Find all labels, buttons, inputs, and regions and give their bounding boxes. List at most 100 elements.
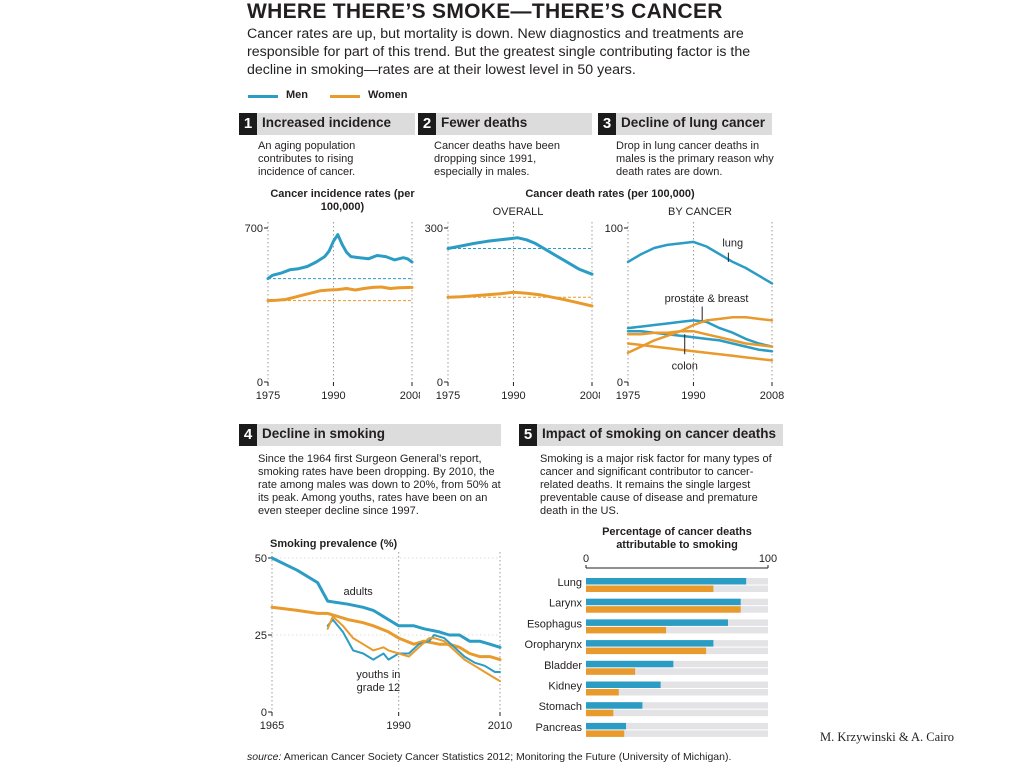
bar-track	[586, 702, 768, 709]
incidence-chart: 1975 1990 2008 0 700	[245, 222, 420, 402]
bar-track	[586, 660, 768, 668]
legend-men-label: Men	[286, 89, 308, 101]
section-1-desc: An aging population contributes to risin…	[258, 140, 356, 178]
bar-women-pancreas	[586, 730, 625, 737]
category-label: Larynx	[549, 598, 583, 610]
bar-women-larynx	[586, 606, 741, 613]
source-note: source: American Cancer Society Cancer S…	[247, 751, 731, 763]
y-tick-label: 0	[257, 377, 263, 389]
smoking-chart-title: Smoking prevalence (%)	[270, 538, 398, 550]
section-5-desc: Smoking is a major risk factor for many …	[540, 453, 772, 517]
section-3-header: 3 Decline of lung cancer	[598, 113, 772, 135]
death-overall-chart: 1975 1990 2008 0 300	[425, 222, 600, 402]
bar-men-larynx	[586, 598, 741, 606]
death-chart-title: Cancer death rates (per 100,000)	[525, 188, 695, 200]
bar-women-oropharynx	[586, 647, 707, 655]
category-label: Stomach	[539, 701, 582, 713]
x-tick-label: 1990	[321, 390, 345, 402]
x-tick-label: 1990	[501, 390, 525, 402]
section-3-number: 3	[598, 113, 616, 135]
y-tick-label: 50	[255, 553, 267, 565]
bar-women-esophagus	[586, 626, 667, 634]
annotation-lung: lung	[722, 237, 743, 249]
bar-women-bladder	[586, 668, 636, 675]
series-line-women	[446, 290, 594, 308]
bar-men-lung	[586, 578, 747, 585]
x-tick-label: 1975	[436, 390, 460, 402]
category-label: Kidney	[548, 681, 582, 693]
source-label: source:	[247, 751, 282, 763]
y-tick-label: 0	[261, 707, 267, 719]
section-1-title: Increased incidence	[262, 115, 392, 130]
section-2-desc: Cancer deaths have been dropping since 1…	[434, 140, 560, 178]
bar-track	[586, 709, 768, 717]
section-5-title: Impact of smoking on cancer deaths	[542, 426, 777, 441]
bar-men-kidney	[586, 681, 661, 688]
x-tick-label: 1975	[256, 390, 280, 402]
x-tick-label: 2010	[488, 720, 512, 732]
series-line-women-adults	[270, 605, 502, 662]
section-3-title: Decline of lung cancer	[621, 115, 766, 130]
category-label: Esophagus	[527, 618, 583, 630]
death-by-cancer-chart: 1975 1990 2008 0 100 lung prostate & breast col…	[605, 222, 784, 402]
annotation-colon: colon	[672, 361, 698, 373]
x-tick-label: 100	[759, 553, 777, 565]
section-4-title: Decline in smoking	[262, 426, 386, 441]
section-2-header: 2 Fewer deaths	[418, 113, 592, 135]
x-tick-label: 2008	[580, 390, 600, 402]
series-line-women-breast	[626, 329, 774, 348]
bar-track	[586, 730, 768, 737]
source-text: American Cancer Society Cancer Statistic…	[281, 751, 732, 763]
section-2-number: 2	[418, 113, 436, 135]
x-tick-label: 0	[583, 553, 589, 565]
legend-women-label: Women	[368, 89, 408, 101]
overall-subtitle: OVERALL	[492, 206, 544, 218]
y-tick-label: 300	[425, 223, 443, 235]
y-tick-label: 0	[437, 377, 443, 389]
series-line-men-prostate	[626, 319, 774, 348]
annotation-prostate-breast: prostate & breast	[665, 293, 749, 305]
section-5-number: 5	[519, 424, 537, 446]
by-cancer-subtitle: BY CANCER	[668, 206, 732, 218]
series-line-women-grade-12	[326, 615, 501, 683]
section-5-header: 5 Impact of smoking on cancer deaths	[519, 424, 783, 446]
bar-men-stomach	[586, 702, 643, 709]
series-line-men-adults	[270, 556, 502, 649]
x-tick-label: 1990	[386, 720, 410, 732]
x-tick-label: 2008	[400, 390, 420, 402]
y-tick-label: 25	[255, 630, 267, 642]
author-credit: M. Krzywinski & A. Cairo	[820, 730, 955, 744]
attrib-chart-title: Percentage of cancer deaths attributable…	[602, 526, 752, 551]
annotation-youths: youths in grade 12	[356, 669, 400, 694]
bar-track	[586, 681, 768, 688]
bar-track	[586, 668, 768, 675]
bar-women-lung	[586, 585, 714, 592]
bar-track	[586, 626, 768, 634]
y-tick-label: 100	[605, 223, 623, 235]
bar-men-esophagus	[586, 619, 728, 626]
bar-women-kidney	[586, 689, 619, 696]
category-label: Bladder	[544, 660, 582, 672]
section-4-header: 4 Decline in smoking	[239, 424, 501, 446]
legend-men-swatch	[248, 95, 278, 98]
bar-women-stomach	[586, 709, 614, 717]
legend-women-swatch	[330, 95, 360, 98]
incidence-chart-title: Cancer incidence rates (per 100,000)	[270, 188, 415, 213]
x-tick-label: 1975	[616, 390, 640, 402]
section-3-desc: Drop in lung cancer deaths in males is t…	[616, 140, 774, 178]
bar-track	[586, 722, 768, 730]
bar-men-bladder	[586, 660, 674, 668]
y-tick-label: 0	[617, 377, 623, 389]
section-1-header: 1 Increased incidence	[239, 113, 415, 135]
bar-men-pancreas	[586, 722, 627, 730]
series-line-men	[446, 236, 594, 276]
series-line-women-colon	[626, 342, 774, 362]
series-line-men-lung	[626, 240, 774, 285]
smoking-prevalence-chart: 1965 1990 2010 0 25 50 adults youths in grade 12	[255, 552, 512, 732]
category-label: Pancreas	[536, 722, 583, 734]
series-line-women	[266, 285, 414, 303]
section-4-number: 4	[239, 424, 257, 446]
category-label: Lung	[558, 577, 582, 589]
category-label: Oropharynx	[525, 639, 583, 651]
x-tick-label: 1965	[260, 720, 284, 732]
